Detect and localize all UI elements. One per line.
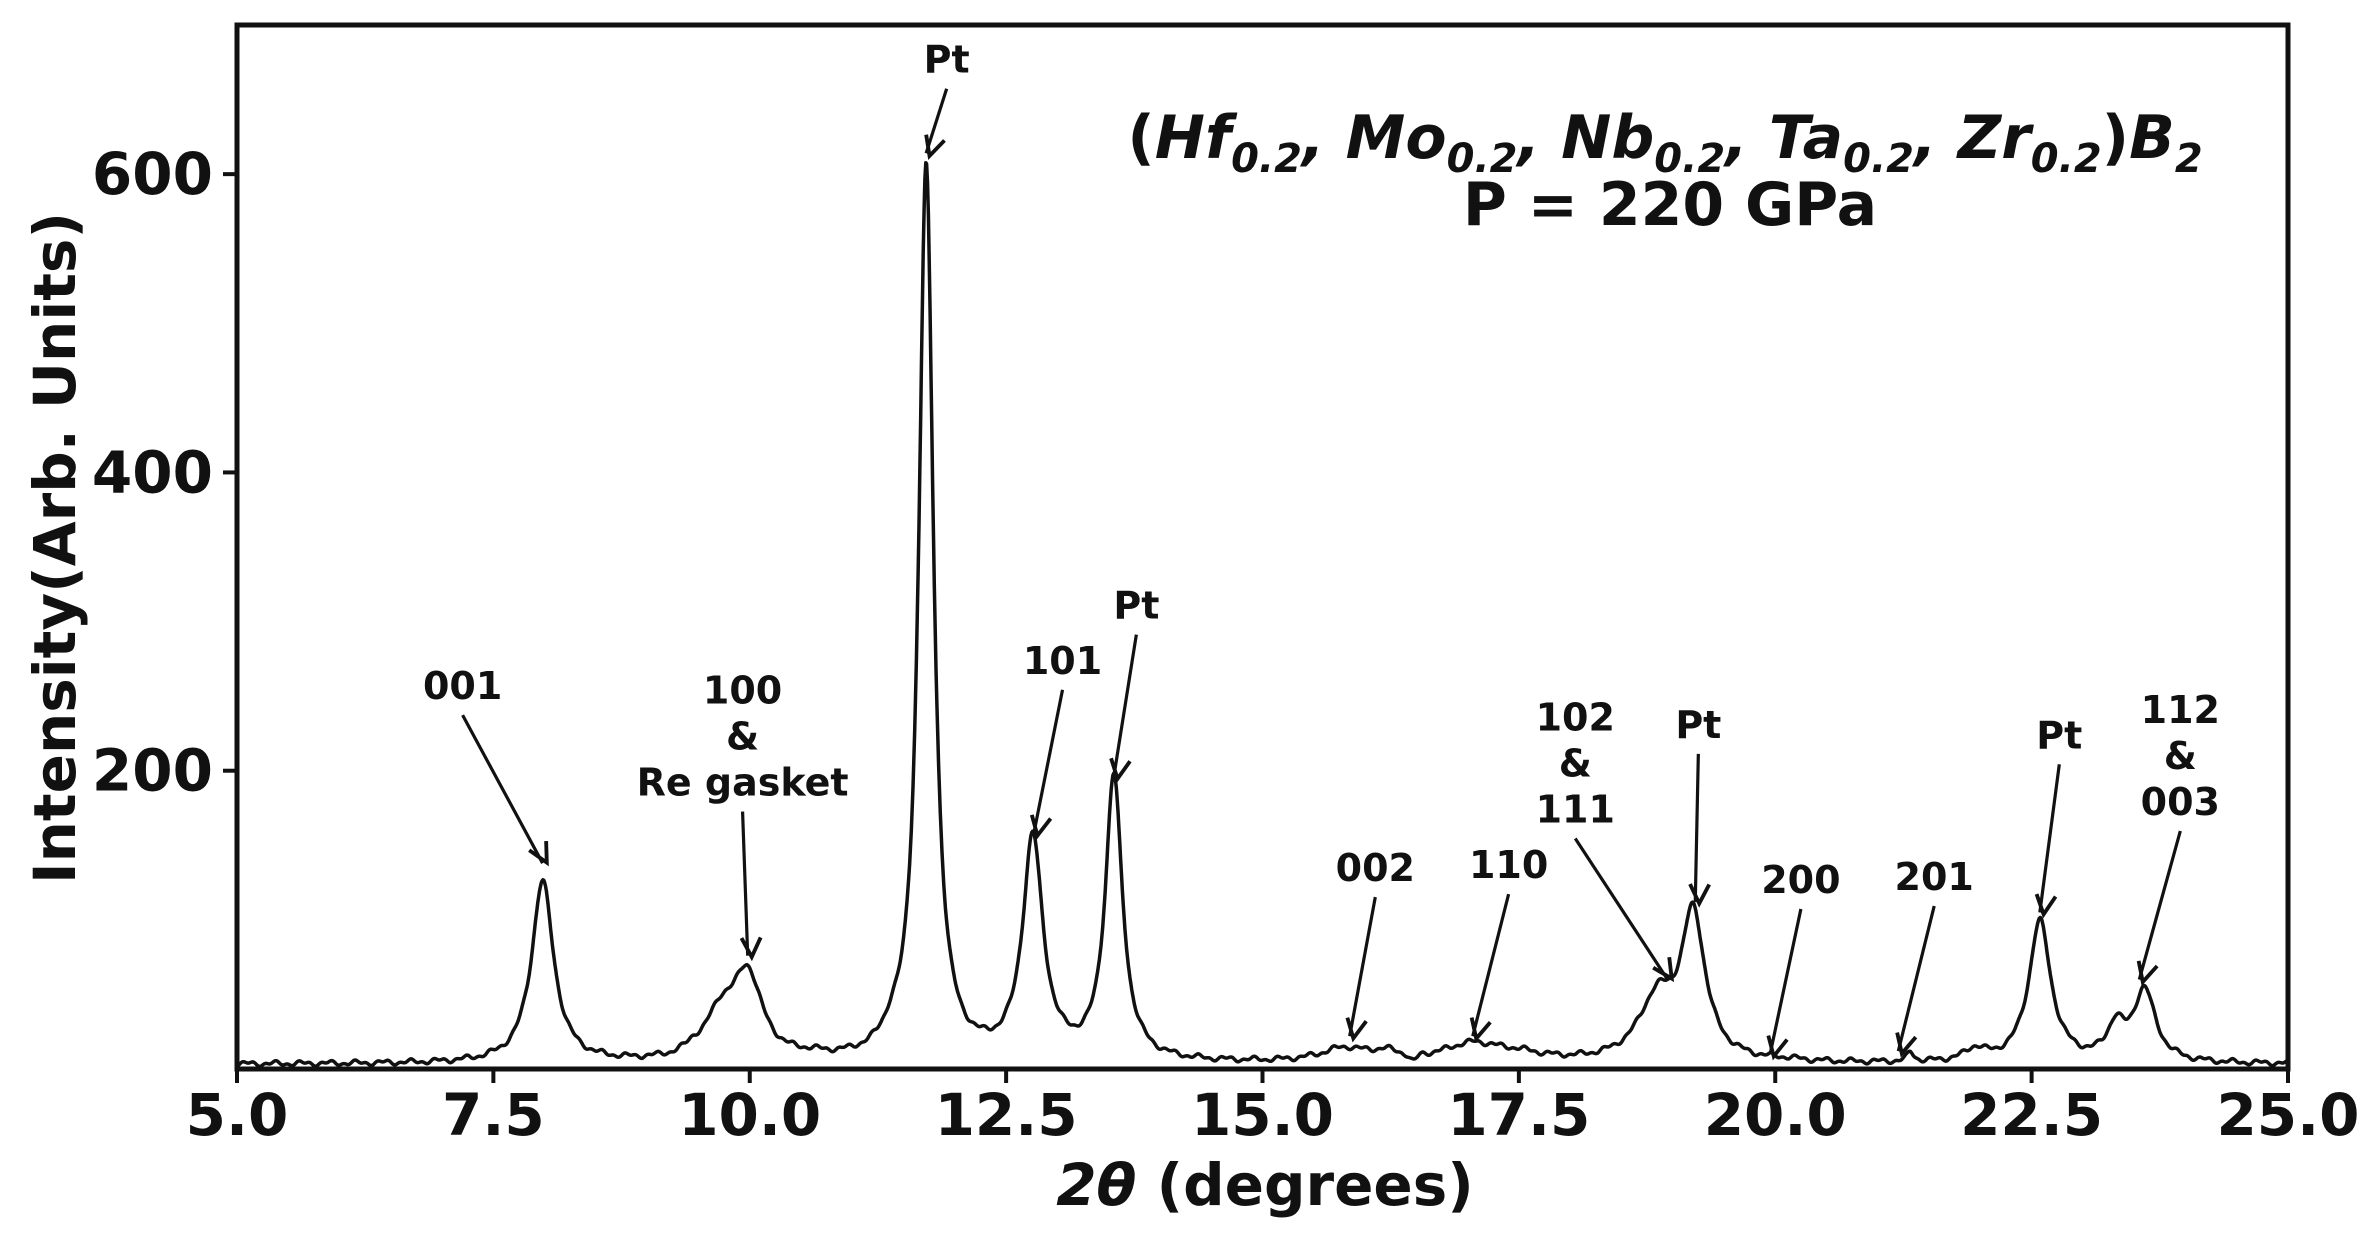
title-separator: , xyxy=(1514,103,1561,173)
trace-layer xyxy=(236,160,2289,1069)
annotation-arrow xyxy=(2136,830,2182,987)
annotation-arrow xyxy=(1766,908,1803,1061)
annotation-arrow xyxy=(1109,634,1138,783)
peak-annotation: 101 xyxy=(1023,639,1102,840)
title-subscript: 2 xyxy=(2175,136,2203,182)
title-subscript: 0.2 xyxy=(1231,136,1302,182)
title-subscript: 0.2 xyxy=(1654,136,1725,182)
y-tick-label: 200 xyxy=(92,737,213,805)
annotation-label: 102 xyxy=(1536,695,1615,739)
annotation-label: & xyxy=(726,715,759,759)
annotation-label: 110 xyxy=(1469,843,1548,887)
annotation-label: 101 xyxy=(1023,639,1102,683)
chart-title: (Hf0.2, Mo0.2, Nb0.2, Ta0.2, Zr0.2)B2 xyxy=(1127,103,2202,182)
title-subscript: 0.2 xyxy=(1447,136,1518,182)
annotation-arrow xyxy=(924,88,949,160)
x-tick-label: 20.0 xyxy=(1704,1081,1847,1149)
title-subscript: 0.2 xyxy=(2031,136,2102,182)
peak-annotation: Pt xyxy=(1675,703,1721,908)
annotation-label: Re gasket xyxy=(637,761,849,805)
annotation-label: 111 xyxy=(1536,787,1615,831)
title-element: Mo xyxy=(1346,103,1447,173)
x-tick-label: 12.5 xyxy=(935,1081,1078,1149)
title-element: Nb xyxy=(1561,103,1654,173)
title-element: Hf xyxy=(1155,103,1238,173)
x-axis-unit: (degrees) xyxy=(1136,1151,1473,1219)
peak-annotation: 112&003 xyxy=(2136,688,2220,987)
x-axis-ticks: 5.0 7.5 10.0 12.5 15.0 17.5 20.0 22.5 25.0 xyxy=(186,1069,2360,1149)
x-tick-label: 5.0 xyxy=(186,1081,289,1149)
title-paren: ( xyxy=(1127,103,1154,173)
y-axis-label: Intensity(Arb. Units) xyxy=(21,212,89,884)
annotation-label: 002 xyxy=(1336,846,1415,890)
x-tick-label: 17.5 xyxy=(1447,1081,1590,1149)
x-tick-label: 15.0 xyxy=(1191,1081,1334,1149)
annotation-label: 001 xyxy=(423,664,502,708)
y-tick-label: 600 xyxy=(92,140,213,208)
x-axis-symbol: 2θ xyxy=(1056,1151,1136,1219)
diffraction-trace xyxy=(236,160,2289,1069)
annotation-arrow xyxy=(1895,905,1936,1058)
peak-annotation: 201 xyxy=(1895,855,1974,1058)
x-axis-label: 2θ (degrees) xyxy=(1056,1151,1474,1219)
annotation-label: Pt xyxy=(2036,713,2082,757)
annotation-arrow xyxy=(1573,837,1675,983)
peak-annotation: 200 xyxy=(1761,858,1841,1061)
title-element: Zr xyxy=(1956,103,2035,173)
title-element: Ta xyxy=(1769,103,1843,173)
y-axis-ticks: 200 400 600 xyxy=(92,140,237,805)
peak-annotation: 002 xyxy=(1336,846,1415,1043)
title-separator: , xyxy=(1299,103,1346,173)
annotation-arrow xyxy=(1029,689,1065,840)
annotation-arrow xyxy=(461,714,549,867)
title-subscript: 0.2 xyxy=(1843,136,1914,182)
peak-annotation: 102&111 xyxy=(1536,695,1675,983)
x-tick-label: 10.0 xyxy=(678,1081,821,1149)
annotation-arrow xyxy=(1469,893,1511,1043)
x-tick-label: 22.5 xyxy=(1960,1081,2103,1149)
peak-annotation: 001 xyxy=(423,664,549,867)
annotation-label: Pt xyxy=(924,38,970,82)
x-tick-label: 7.5 xyxy=(442,1081,545,1149)
annotation-label: 201 xyxy=(1895,855,1974,899)
annotation-label: Pt xyxy=(1113,584,1159,628)
annotation-label: 003 xyxy=(2141,780,2220,824)
annotation-label: & xyxy=(1559,741,1592,785)
annotation-label: 200 xyxy=(1761,858,1840,902)
peak-annotation: Pt xyxy=(1109,584,1159,783)
annotation-label: & xyxy=(2164,734,2197,778)
chart-subtitle: P = 220 GPa xyxy=(1463,170,1877,240)
y-tick-label: 400 xyxy=(92,438,213,506)
peak-annotation: Pt xyxy=(2034,713,2082,919)
title-paren: ) xyxy=(2102,103,2129,173)
peak-annotation: 100&Re gasket xyxy=(637,669,849,962)
title-element: B xyxy=(2129,103,2175,173)
annotation-arrow xyxy=(1345,896,1377,1043)
peak-annotation: 110 xyxy=(1469,843,1548,1043)
annotation-label: 112 xyxy=(2141,688,2220,732)
x-tick-label: 25.0 xyxy=(2216,1081,2359,1149)
title-separator: , xyxy=(1911,103,1958,173)
annotation-arrow xyxy=(2034,764,2061,919)
annotation-arrow xyxy=(739,811,763,962)
annotation-label: Pt xyxy=(1675,703,1721,747)
annotation-label: 100 xyxy=(703,669,782,713)
peak-annotation: Pt xyxy=(924,38,970,160)
title-separator: , xyxy=(1722,103,1769,173)
annotation-arrow xyxy=(1688,753,1711,908)
